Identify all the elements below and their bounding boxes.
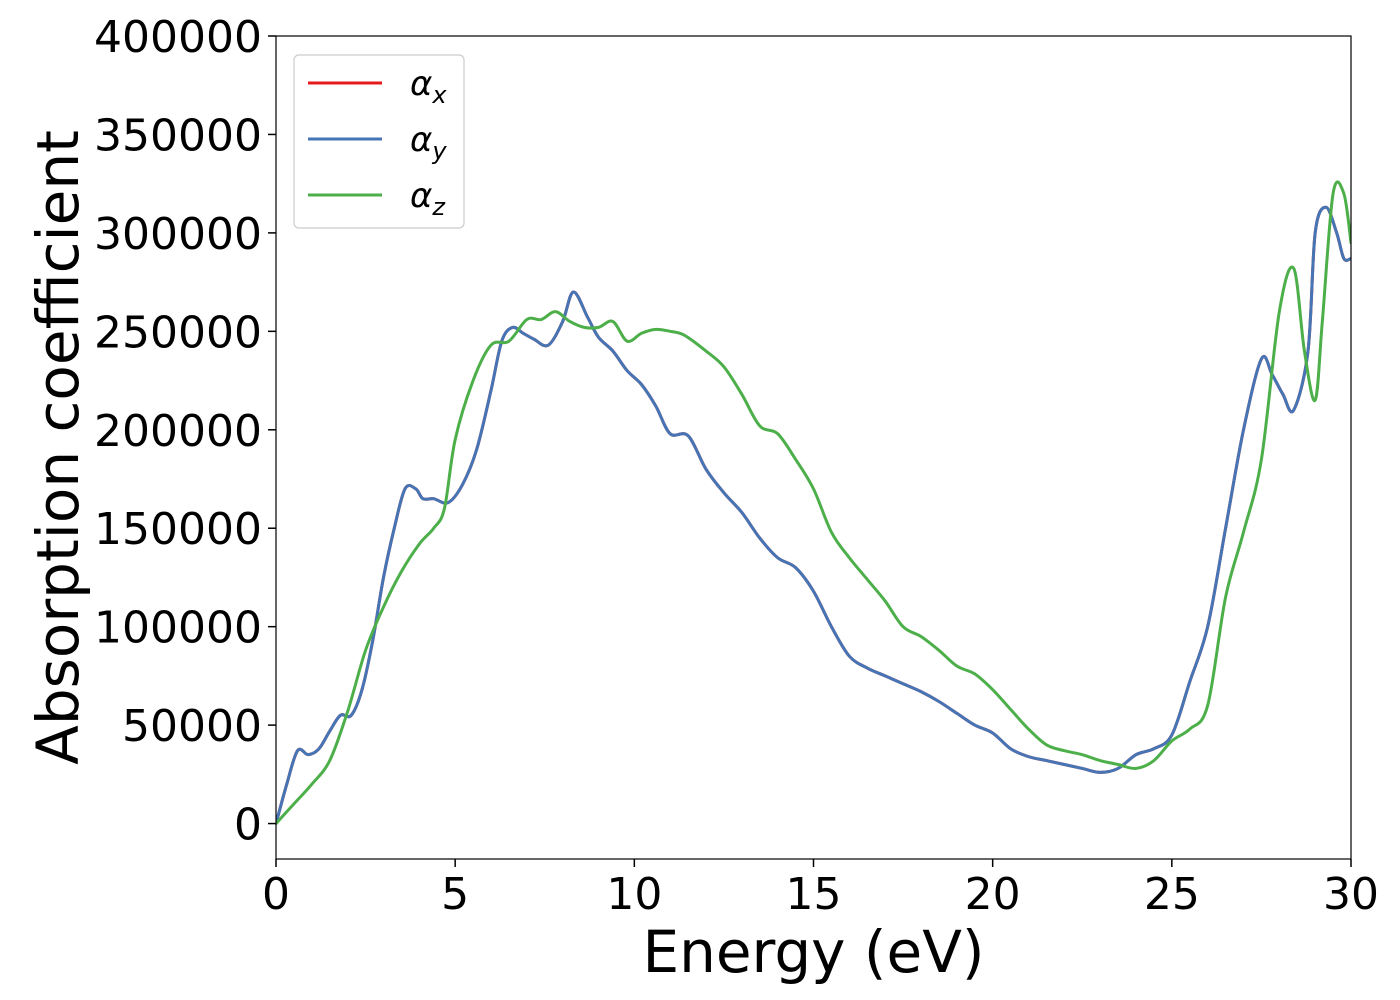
series-layer [276, 180, 1351, 826]
series-line-y [276, 205, 1351, 826]
x-axis-label: Energy (eV) [642, 918, 984, 986]
y-tick-label: 300000 [94, 209, 262, 260]
legend-label-z: αz [410, 176, 446, 221]
x-tick-label: 5 [441, 869, 469, 920]
x-tick-label: 15 [786, 869, 842, 920]
y-tick-label: 0 [234, 800, 262, 851]
y-axis-ticks: 0 50000 100000 150000 200000 250000 300000 3500… [94, 12, 276, 851]
x-tick-label: 10 [606, 869, 662, 920]
y-tick-label: 50000 [122, 701, 262, 752]
x-tick-label: 0 [262, 869, 290, 920]
y-tick-label: 100000 [94, 603, 262, 654]
legend-box [293, 54, 465, 229]
legend-label-x: αx [410, 64, 447, 109]
x-axis-ticks: 0 5 10 15 20 25 30 [262, 859, 1379, 920]
y-tick-label: 350000 [94, 110, 262, 161]
y-tick-label: 150000 [94, 504, 262, 555]
x-tick-label: 25 [1144, 869, 1200, 920]
x-tick-label: 30 [1323, 869, 1379, 920]
legend: αx αy αz [293, 54, 465, 229]
legend-label-y: αy [410, 120, 447, 165]
y-axis-label: Absorption coefficient [24, 130, 92, 765]
series-line-z [276, 180, 1351, 826]
y-tick-label: 250000 [94, 307, 262, 358]
y-tick-label: 200000 [94, 406, 262, 457]
x-tick-label: 20 [965, 869, 1021, 920]
y-tick-label: 400000 [94, 12, 262, 63]
